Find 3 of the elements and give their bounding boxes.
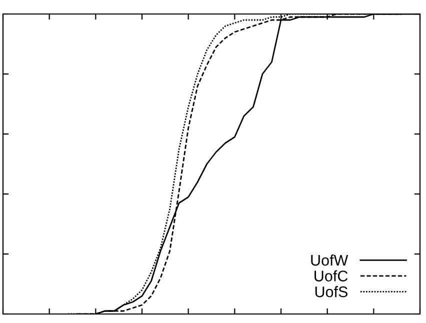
legend-label: UofS	[315, 286, 348, 298]
legend-label: UofW	[311, 254, 348, 266]
legend-label: UofC	[314, 270, 348, 282]
